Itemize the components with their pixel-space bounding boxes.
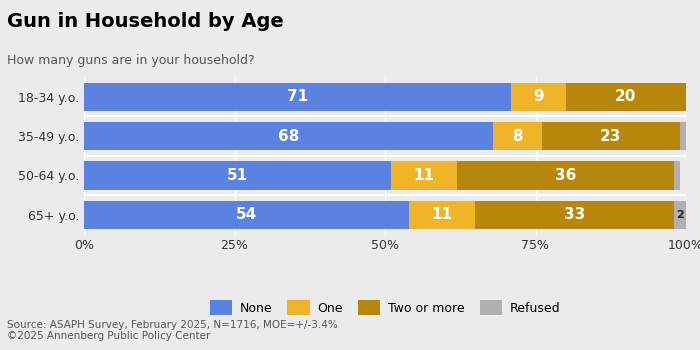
- Text: 8: 8: [512, 128, 523, 143]
- Bar: [494, 122, 542, 150]
- Text: 9: 9: [533, 89, 544, 104]
- Bar: [674, 201, 686, 229]
- Text: 11: 11: [432, 207, 453, 222]
- Text: 51: 51: [227, 168, 248, 183]
- Bar: [674, 161, 680, 190]
- Bar: [566, 83, 686, 111]
- Bar: [84, 83, 512, 111]
- Text: 20: 20: [615, 89, 636, 104]
- Text: 2: 2: [676, 210, 684, 220]
- Bar: [542, 122, 680, 150]
- Bar: [475, 201, 674, 229]
- Bar: [84, 201, 409, 229]
- Text: Gun in Household by Age: Gun in Household by Age: [7, 12, 284, 31]
- Text: 11: 11: [414, 168, 435, 183]
- Text: 54: 54: [236, 207, 257, 222]
- Text: 23: 23: [600, 128, 622, 143]
- Text: Source: ASAPH Survey, February 2025, N=1716, MOE=+/-3.4%
©2025 Annenberg Public : Source: ASAPH Survey, February 2025, N=1…: [7, 320, 337, 341]
- Bar: [84, 122, 494, 150]
- Text: 36: 36: [555, 168, 576, 183]
- Text: 68: 68: [278, 128, 300, 143]
- Text: 33: 33: [564, 207, 585, 222]
- Bar: [680, 122, 686, 150]
- Bar: [391, 161, 457, 190]
- Bar: [457, 161, 674, 190]
- Text: How many guns are in your household?: How many guns are in your household?: [7, 54, 255, 67]
- Legend: None, One, Two or more, Refused: None, One, Two or more, Refused: [205, 295, 565, 320]
- Bar: [512, 83, 566, 111]
- Bar: [409, 201, 475, 229]
- Bar: [84, 161, 391, 190]
- Text: 71: 71: [287, 89, 308, 104]
